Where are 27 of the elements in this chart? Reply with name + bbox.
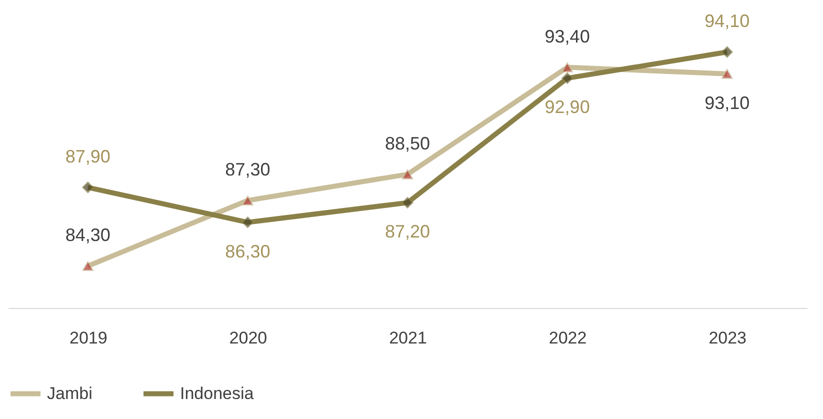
data-label: 86,30 [225, 241, 270, 262]
point [721, 46, 733, 58]
point [402, 169, 414, 180]
point [402, 196, 414, 208]
data-label: 93,10 [704, 92, 750, 113]
x-tick-label: 2023 [708, 328, 747, 348]
point [562, 62, 574, 72]
data-label: 93,40 [544, 26, 590, 46]
legend-label: Jambi [47, 384, 92, 403]
point [82, 182, 94, 194]
legend-label: Indonesia [180, 384, 254, 403]
x-tick-label: 2022 [548, 328, 587, 348]
data-label: 84,30 [65, 225, 110, 245]
point [242, 216, 254, 228]
data-label: 87,30 [225, 159, 270, 180]
x-tick-label: 2019 [69, 328, 108, 348]
data-label: 92,90 [544, 97, 590, 118]
x-tick-label: 2020 [229, 328, 268, 348]
point [242, 195, 254, 206]
x-tick-label: 2021 [389, 328, 427, 348]
data-label: 87,90 [65, 146, 110, 166]
point [82, 260, 94, 272]
point [721, 68, 733, 79]
data-label: 88,50 [384, 133, 430, 154]
data-label: 94,10 [704, 11, 750, 31]
point [562, 72, 574, 84]
data-label: 87,20 [384, 222, 430, 242]
